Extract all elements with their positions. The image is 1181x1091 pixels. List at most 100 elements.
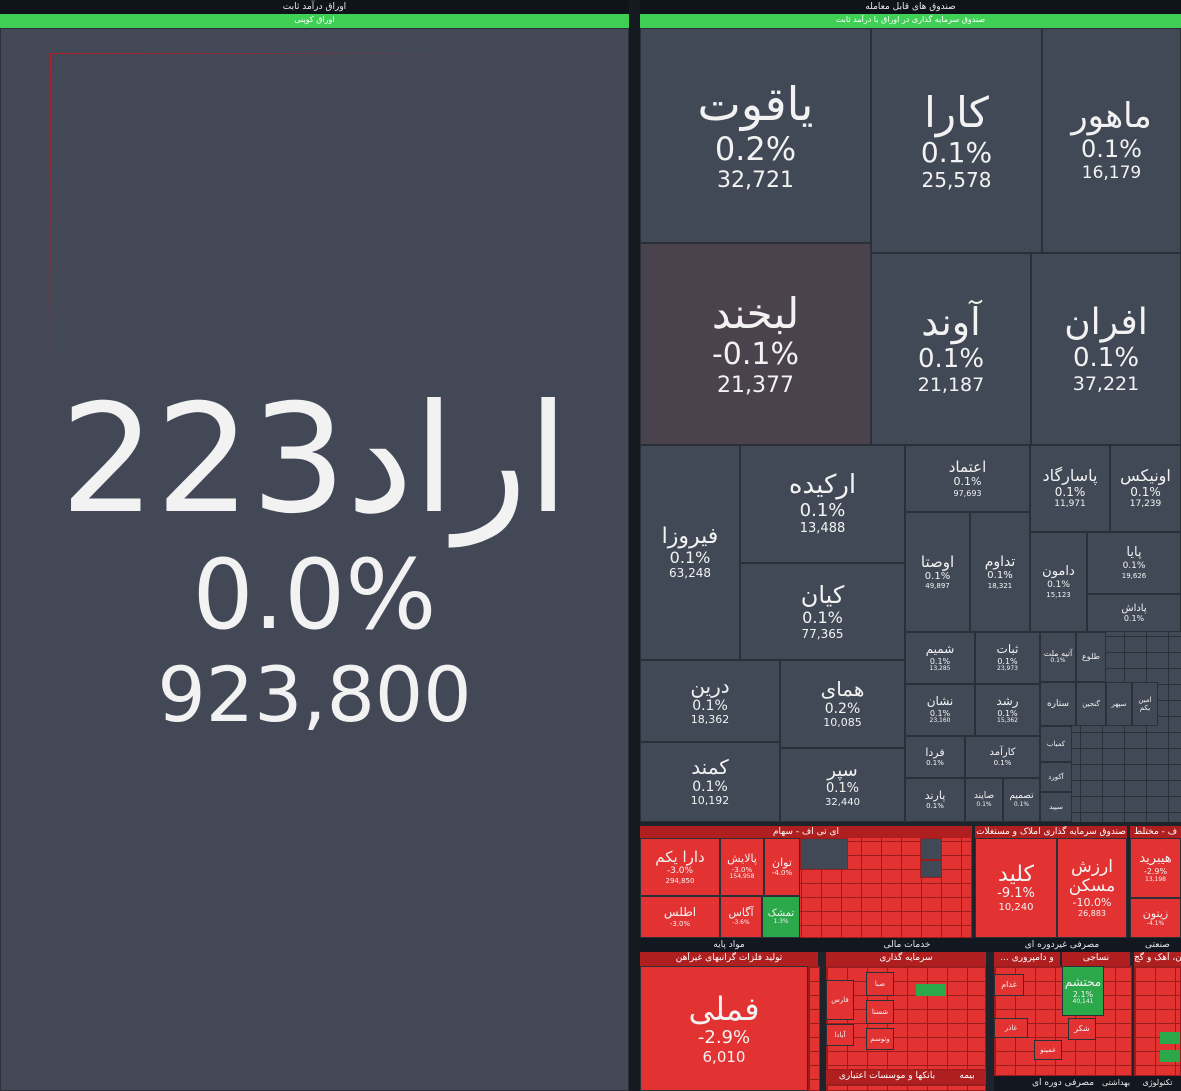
etf-neutral-tile-small-2[interactable] [920,860,942,878]
base-materials-header: مواد پایه [640,938,818,952]
tile-atiyeh-mellat[interactable]: آتیه ملت 0.1% [1040,632,1076,682]
tile-shasta[interactable]: شستا [866,1000,894,1024]
tile-labkhand[interactable]: لبخند -0.1% 21,377 [640,243,871,445]
tile-name: شمیم [925,642,955,657]
tile-ghadam[interactable]: غدام [994,974,1024,996]
tile-tolou[interactable]: طلوع [1076,632,1106,682]
tile-orkideh[interactable]: ارکیده 0.1% 13,488 [740,445,905,563]
tile-yaghoot[interactable]: یاقوت 0.2% 32,721 [640,28,871,243]
tile-sayand[interactable]: صایند 0.1% [965,778,1003,822]
tile-kian[interactable]: کیان 0.1% 77,365 [740,563,905,660]
tile-kara[interactable]: کارا 0.1% 25,578 [871,28,1042,253]
tile-neshan[interactable]: نشان 0.1% 23,160 [905,684,975,736]
tile-tadavom[interactable]: تداوم 0.1% 18,321 [970,512,1030,632]
tile-saba[interactable]: صبا [866,972,894,996]
tile-value: 10,240 [998,902,1034,914]
tile-change: 0.1% [926,802,944,811]
left-section-header: اوراق درآمد ثابت [0,0,629,14]
tile-onyx[interactable]: اونیکس 0.1% 17,239 [1110,445,1181,532]
tile-arzesh-maskan[interactable]: ارزش مسکن -10.0% 26,883 [1057,838,1127,938]
tile-change: -3.0% [731,865,753,874]
tile-dorin[interactable]: درین 0.1% 18,362 [640,660,780,742]
tile-arad223[interactable]: اراد223 0.0% 923,800 [0,28,629,1091]
tile-abada[interactable]: آبادا [826,1024,854,1046]
tile-value: 97,693 [953,488,982,498]
tile-change: 0.0% [192,538,437,651]
tile-tasmim[interactable]: تصمیم 0.1% [1003,778,1040,822]
etf-neutral-tile-small[interactable] [920,838,942,860]
highlight-border-top [50,53,470,54]
tile-kamand[interactable]: کمند 0.1% 10,192 [640,742,780,822]
tile-sabat[interactable]: ثبات 0.1% 23,973 [975,632,1040,684]
tile-name: لبخند [711,288,800,338]
cement-header: سیمان، آهک و گچ [1134,952,1181,966]
tile-firooza[interactable]: فیروزا 0.1% 63,248 [640,445,740,660]
right-section-header: صندوق های قابل معامله [640,0,1181,14]
finance-green-tile[interactable] [916,984,946,996]
tile-fameli[interactable]: فملی -2.9% 6,010 [640,966,808,1091]
tile-ousta[interactable]: اوصتا 0.1% 49,897 [905,512,970,632]
tile-separ[interactable]: سپر 0.1% 32,440 [780,748,905,822]
tile-ghazar[interactable]: غاذر [994,1018,1028,1038]
tile-name: پارند [924,788,946,802]
tile-shekar[interactable]: شکر [1068,1018,1096,1040]
industrial-green-tile-2[interactable] [1160,1050,1180,1062]
tile-padash[interactable]: پاداش 0.1% [1087,594,1181,632]
tile-hybrid[interactable]: هیبرید -2.9% 13,198 [1130,838,1181,898]
tile-mahoor[interactable]: ماهور 0.1% 16,179 [1042,28,1181,253]
tile-mohtasham[interactable]: محتشم 2.1% 40,141 [1062,966,1104,1016]
tile-change: 0.1% [953,475,982,489]
tile-name: دارا یکم [655,848,705,867]
etf-neutral-tile[interactable] [800,838,848,870]
tile-ghamino[interactable]: غمینو [1034,1040,1062,1060]
tile-amin-yekom[interactable]: امین یکم [1132,682,1158,726]
tile-pasargad[interactable]: پاسارگاد 0.1% 11,971 [1030,445,1110,532]
tile-atlas[interactable]: اطلس -3.0% [640,896,720,938]
tile-sepid[interactable]: سپید [1040,792,1072,822]
tile-name: ارزش مسکن [1068,856,1116,897]
tile-value: 6,010 [702,1047,746,1066]
tile-name: درین [690,674,730,699]
industrial-green-tile[interactable] [1160,1032,1180,1044]
tile-damoon[interactable]: دامون 0.1% 15,123 [1030,532,1087,632]
tile-name: رشد [996,694,1019,709]
tile-homay[interactable]: همای 0.2% 10,085 [780,660,905,748]
tile-setareh[interactable]: ستاره [1040,682,1076,726]
consumer-header: مصرفی غیردوره ای [992,938,1132,952]
tile-etemad[interactable]: اعتماد 0.1% 97,693 [905,445,1030,512]
tile-shamim[interactable]: شمیم 0.1% 13,285 [905,632,975,684]
tile-roshd[interactable]: رشد 0.1% 15,362 [975,684,1040,736]
tile-palayesh[interactable]: پالایش -3.0% 154,958 [720,838,764,896]
tile-parand[interactable]: پارند 0.1% [905,778,965,822]
tile-karamad[interactable]: کارآمد 0.1% [965,736,1040,778]
tile-zeitoon[interactable]: زیتون -4.1% [1130,898,1181,938]
tile-farda[interactable]: فردا 0.1% [905,736,965,778]
tile-change: 0.1% [993,758,1012,767]
tile-change: 0.1% [997,708,1018,718]
tile-paya[interactable]: پایا 0.1% 19,626 [1087,532,1181,594]
tile-change: 1.3% [773,918,789,926]
tile-kelid[interactable]: کلید -9.1% 10,240 [975,838,1057,938]
tile-tamashk[interactable]: تمشک 1.3% [762,896,800,938]
tile-name: همای [820,677,865,702]
tile-akord[interactable]: آکورد [1040,762,1072,792]
tile-tavan[interactable]: توان -4.0% [764,838,800,896]
tile-fars[interactable]: فارس [826,980,854,1020]
tile-name: سپید [1049,802,1063,811]
tile-name: فردا [925,745,945,759]
tile-kamyab[interactable]: کمیاب [1040,726,1072,762]
tile-afran[interactable]: افران 0.1% 37,221 [1031,253,1181,445]
tile-name: دامون [1042,564,1075,580]
tile-agas[interactable]: آگاس -3.6% [720,896,762,938]
tile-change: -4.1% [1146,919,1165,927]
tile-name: توان [772,855,792,869]
tile-value: 15,123 [1046,590,1071,599]
banks-header: بانکها و موسسات اعتباری [826,1070,948,1084]
tile-vatousam[interactable]: وتوسم [866,1028,894,1050]
tile-change: 0.1% [692,779,728,796]
tile-avand[interactable]: آوند 0.1% 21,187 [871,253,1031,445]
tile-dara-yekom[interactable]: دارا یکم -3.0% 294,850 [640,838,720,896]
tile-sepehr[interactable]: سپهر [1106,682,1132,726]
tile-ganjin[interactable]: گنجین [1076,682,1106,726]
tile-name: فیروزا [661,523,719,549]
